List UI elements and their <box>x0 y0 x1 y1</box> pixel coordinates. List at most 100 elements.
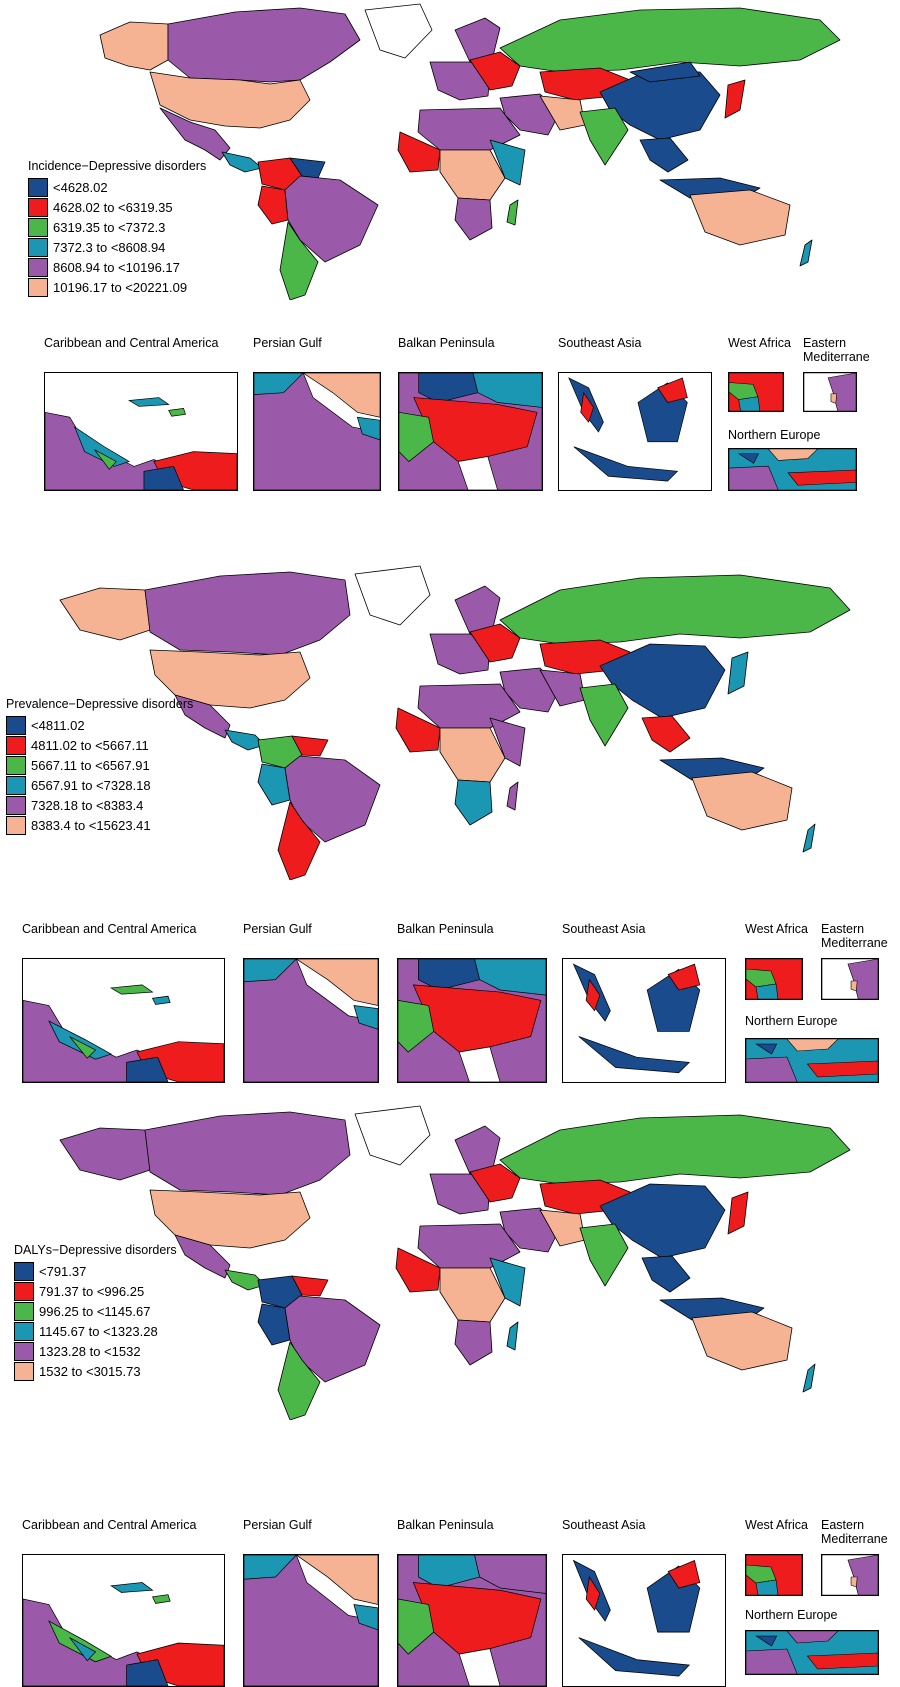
inset-northern-europe <box>745 1630 879 1675</box>
region-china <box>599 1183 726 1259</box>
legend-item: 1532 to <3015.73 <box>14 1362 177 1382</box>
region-east-europe <box>469 1163 521 1203</box>
inset-west-africa <box>728 372 784 412</box>
legend-swatch <box>14 1342 34 1361</box>
region-argentina <box>277 1341 321 1420</box>
region-se-asia <box>641 1255 691 1293</box>
inset-caribbean <box>22 958 225 1083</box>
legend-swatch <box>28 278 48 297</box>
inset-label-caribbean: Caribbean and Central America <box>22 922 197 936</box>
region-new-zealand <box>802 1363 816 1393</box>
region-central-africa <box>439 727 506 783</box>
inset-label-balkan: Balkan Peninsula <box>397 1518 494 1532</box>
legend-title: DALYs−Depressive disorders <box>14 1243 177 1257</box>
dalys-world-map <box>59 1105 851 1420</box>
inset-southeast-asia <box>562 958 726 1083</box>
region-se-asia <box>639 137 689 173</box>
legend-swatch <box>28 218 48 237</box>
region-west-africa <box>395 707 441 753</box>
region-mexico <box>174 694 231 739</box>
inset-label-northern-europe: Northern Europe <box>728 428 821 442</box>
region-new-zealand <box>802 823 816 853</box>
region-alaska <box>59 1127 151 1181</box>
region-japan <box>727 651 749 695</box>
inset-label-southeast-asia: Southeast Asia <box>562 1518 646 1532</box>
incidence-legend: Incidence−Depressive disorders <4628.02 … <box>28 160 206 298</box>
region-peru <box>257 185 289 225</box>
inset-persian-gulf <box>243 958 379 1083</box>
legend-item: 7328.18 to <8383.4 <box>6 796 193 816</box>
inset-southeast-asia <box>558 372 712 491</box>
inset-label-persian-gulf: Persian Gulf <box>243 922 312 936</box>
inset-label-west-africa: West Africa <box>745 922 808 936</box>
region-canada <box>167 7 361 83</box>
region-brazil <box>284 755 381 843</box>
prevalence-legend: Prevalence−Depressive disorders <4811.02… <box>6 698 193 836</box>
legend-item: 6567.91 to <7328.18 <box>6 776 193 796</box>
legend-item: 10196.17 to <20221.09 <box>28 278 206 298</box>
legend-item: 5667.11 to <6567.91 <box>6 756 193 776</box>
region-india <box>579 683 629 747</box>
region-usa <box>149 1189 311 1249</box>
inset-balkan <box>398 372 543 491</box>
region-new-zealand <box>799 239 813 267</box>
region-australia <box>689 189 791 246</box>
inset-persian-gulf <box>253 372 381 491</box>
incidence-world-map <box>99 3 841 300</box>
region-australia <box>691 771 793 831</box>
inset-label-west-africa: West Africa <box>745 1518 808 1532</box>
dalys-legend: DALYs−Depressive disorders <791.37 791.3… <box>14 1244 177 1382</box>
inset-label-southeast-asia: Southeast Asia <box>558 336 642 350</box>
region-japan <box>724 79 746 119</box>
region-south-africa <box>454 1319 493 1366</box>
region-madagascar <box>506 1321 519 1351</box>
legend-swatch <box>6 736 26 755</box>
region-madagascar <box>506 199 519 226</box>
region-australia <box>691 1311 793 1371</box>
inset-label-southeast-asia: Southeast Asia <box>562 922 646 936</box>
region-peru <box>257 763 291 806</box>
legend-swatch <box>14 1322 34 1341</box>
legend-swatch <box>14 1262 34 1281</box>
legend-item: 1145.67 to <1323.28 <box>14 1322 177 1342</box>
region-east-europe <box>469 51 521 91</box>
region-brazil <box>284 1295 381 1383</box>
legend-item: <4628.02 <box>28 178 206 198</box>
region-greenland <box>364 3 433 59</box>
inset-label-persian-gulf: Persian Gulf <box>243 1518 312 1532</box>
inset-northern-europe <box>745 1038 879 1083</box>
inset-label-caribbean: Caribbean and Central America <box>22 1518 197 1532</box>
region-east-africa <box>489 717 526 767</box>
region-north-africa <box>417 683 521 729</box>
legend-item: 7372.3 to <8608.94 <box>28 238 206 258</box>
legend-swatch <box>6 776 26 795</box>
inset-label-eastern-med: Eastern Mediterrane <box>821 922 888 950</box>
region-west-africa <box>397 131 441 173</box>
inset-label-eastern-med: Eastern Mediterrane <box>803 336 870 364</box>
legend-swatch <box>6 796 26 815</box>
legend-item: 4811.02 to <5667.11 <box>6 736 193 756</box>
legend-swatch <box>14 1282 34 1301</box>
inset-southeast-asia <box>562 1554 726 1687</box>
region-west-europe <box>429 633 491 675</box>
inset-label-persian-gulf: Persian Gulf <box>253 336 322 350</box>
region-west-europe <box>429 61 491 101</box>
legend-swatch <box>28 178 48 197</box>
region-east-africa <box>489 1257 526 1307</box>
region-north-africa <box>417 1223 521 1269</box>
region-east-africa <box>489 139 526 186</box>
legend-title: Incidence−Depressive disorders <box>28 159 207 173</box>
region-north-africa <box>417 107 521 151</box>
region-west-africa <box>395 1247 441 1293</box>
incidence-panel: Incidence−Depressive disorders <4628.02 … <box>0 0 900 560</box>
inset-persian-gulf <box>243 1554 379 1687</box>
inset-northern-europe <box>728 448 857 491</box>
region-argentina <box>277 801 321 880</box>
region-argentina <box>279 221 319 300</box>
region-central-america <box>224 729 266 751</box>
region-peru <box>257 1303 291 1346</box>
region-india <box>579 107 629 166</box>
inset-west-africa <box>745 958 803 1000</box>
region-central-america <box>224 1269 266 1291</box>
legend-item: 8383.4 to <15623.41 <box>6 816 193 836</box>
